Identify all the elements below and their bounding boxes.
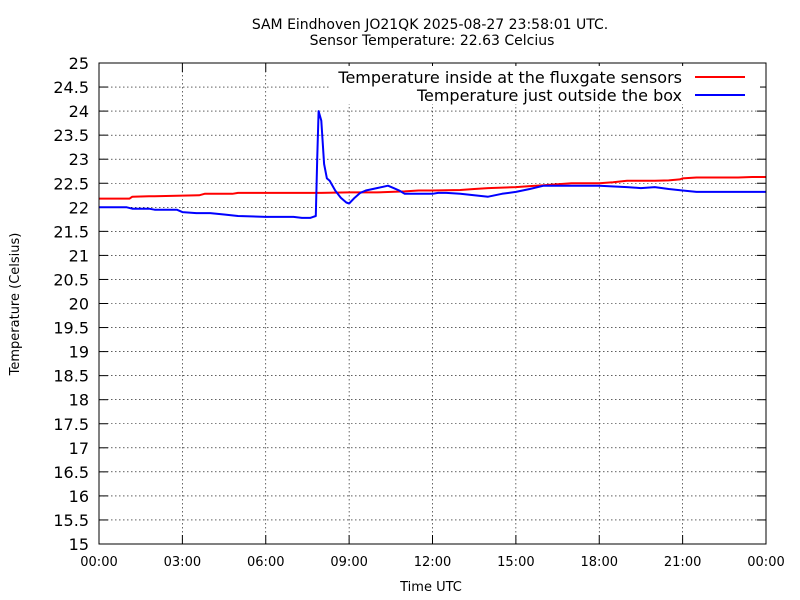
x-tick-label-6: 18:00 xyxy=(581,555,618,570)
legend-background xyxy=(330,66,760,104)
y-axis-label: Temperature (Celsius) xyxy=(8,233,23,377)
y-tick-label-5: 17.5 xyxy=(53,415,89,434)
x-tick-label-8: 00:00 xyxy=(747,555,784,570)
x-tick-label-7: 21:00 xyxy=(664,555,701,570)
x-tick-label-4: 12:00 xyxy=(414,555,451,570)
y-tick-label-1: 15.5 xyxy=(53,511,89,530)
y-tick-label-3: 16.5 xyxy=(53,463,89,482)
grid-lines xyxy=(99,63,766,544)
y-tick-label-13: 21.5 xyxy=(53,222,89,241)
y-axis-ticks: 15 15.5 16 16.5 17 17.5 18 18.5 19 19.5 20 20.5 21 21… xyxy=(53,54,766,554)
legend: Temperature inside at the fluxgate senso… xyxy=(330,66,760,105)
x-tick-label-5: 15:00 xyxy=(497,555,534,570)
y-tick-label-16: 23 xyxy=(69,150,89,169)
y-tick-label-4: 17 xyxy=(69,439,89,458)
legend-label-outside: Temperature just outside the box xyxy=(416,86,682,105)
y-tick-label-17: 23.5 xyxy=(53,126,89,145)
y-tick-label-11: 20.5 xyxy=(53,270,89,289)
x-tick-label-2: 06:00 xyxy=(247,555,284,570)
y-tick-label-20: 25 xyxy=(69,54,89,73)
x-tick-label-0: 00:00 xyxy=(80,555,117,570)
x-axis-label: Time UTC xyxy=(399,580,462,595)
x-axis-ticks: 00:00 03:00 06:00 09:00 12:00 15:00 18:00 21:00… xyxy=(80,63,785,570)
y-tick-label-18: 24 xyxy=(69,102,89,121)
y-tick-label-19: 24.5 xyxy=(53,78,89,97)
x-tick-label-1: 03:00 xyxy=(164,555,201,570)
y-tick-label-12: 21 xyxy=(69,246,89,265)
y-tick-label-0: 15 xyxy=(69,535,89,554)
x-tick-label-3: 09:00 xyxy=(330,555,367,570)
y-tick-label-9: 19.5 xyxy=(53,319,89,338)
series-layer xyxy=(99,110,766,219)
series-line-0 xyxy=(99,176,766,200)
chart-title-line2: Sensor Temperature: 22.63 Celcius xyxy=(310,33,555,49)
y-tick-label-14: 22 xyxy=(69,198,89,217)
series-line-1 xyxy=(99,110,766,219)
y-tick-label-10: 20 xyxy=(69,295,89,314)
y-tick-label-8: 19 xyxy=(69,343,89,362)
plot-frame xyxy=(98,62,767,545)
chart-title-line1: SAM Eindhoven JO21QK 2025-08-27 23:58:01… xyxy=(252,17,608,33)
y-tick-label-7: 18.5 xyxy=(53,367,89,386)
legend-label-inside: Temperature inside at the fluxgate senso… xyxy=(337,68,682,87)
y-tick-label-2: 16 xyxy=(69,487,89,506)
y-tick-label-15: 22.5 xyxy=(53,174,89,193)
y-tick-label-6: 18 xyxy=(69,391,89,410)
